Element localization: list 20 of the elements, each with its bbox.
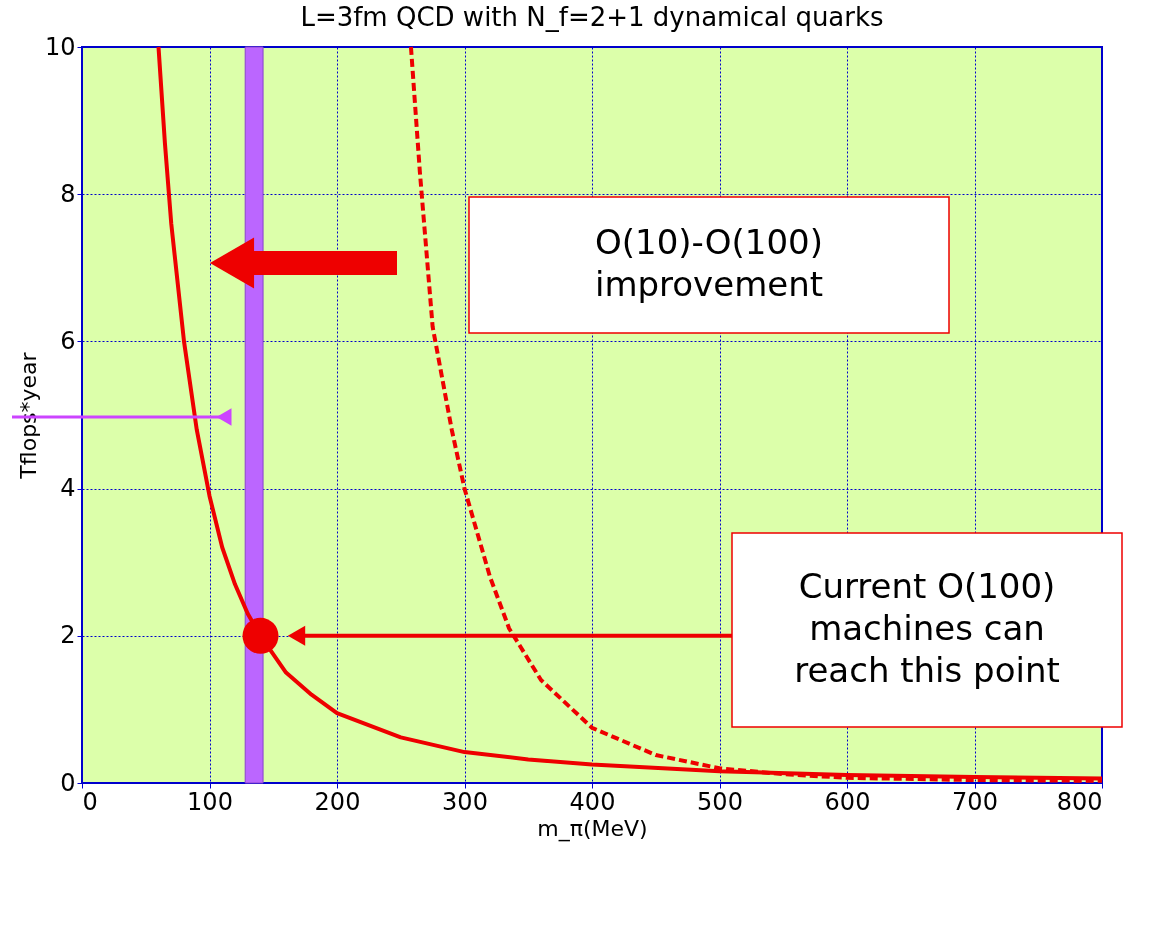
x-tick-label: 300 [442, 787, 488, 816]
chart-title: L=3fm QCD with N_f=2+1 dynamical quarks [300, 2, 884, 32]
x-tick-label: 500 [697, 787, 743, 816]
x-tick-label: 400 [569, 787, 616, 816]
y-tick-label: 2 [60, 621, 76, 650]
y-tick-label: 0 [60, 768, 76, 797]
y-tick-label: 10 [44, 32, 76, 61]
x-axis-title: m_π(MeV) [537, 815, 648, 842]
x-tick-label: 600 [824, 787, 871, 816]
annotation: Current O(100) machines can reach this point [794, 566, 1060, 690]
y-tick-label: 4 [60, 474, 76, 503]
x-tick-label: 200 [314, 787, 361, 816]
x-tick-label: 700 [952, 787, 998, 816]
y-axis-title: Tflops*year [15, 351, 41, 480]
y-tick-label: 6 [60, 326, 76, 355]
y-tick-label: 8 [60, 179, 76, 208]
annotation: O(10)-O(100) improvement [594, 222, 824, 304]
x-tick-label: 0 [82, 787, 98, 816]
x-tick-label: 100 [187, 787, 233, 816]
x-tick-label: 800 [1056, 787, 1103, 816]
